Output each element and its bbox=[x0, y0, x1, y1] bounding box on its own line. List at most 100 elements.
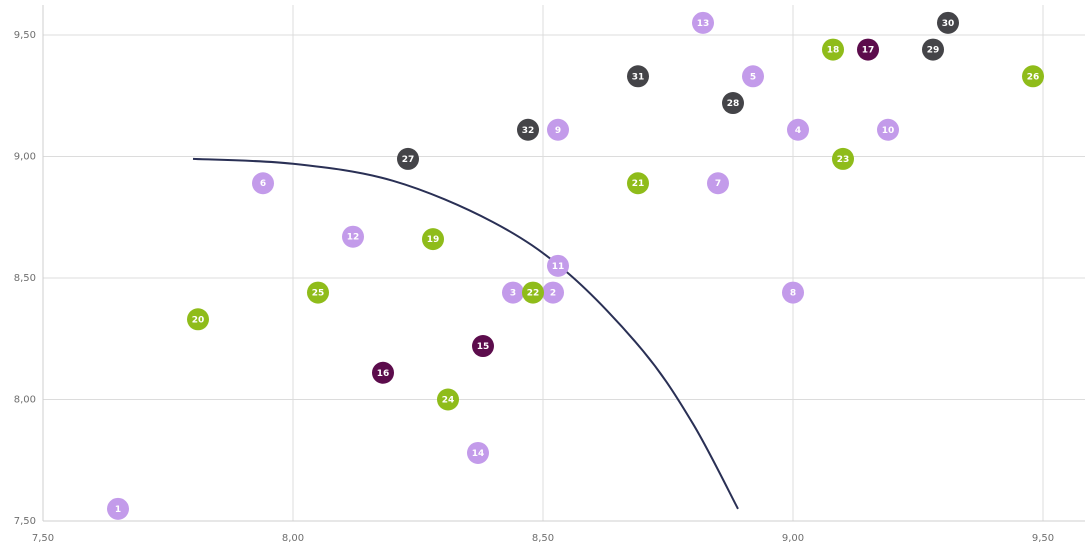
data-point-marker bbox=[307, 281, 329, 304]
data-point-marker bbox=[397, 147, 419, 170]
data-point-label: 23 bbox=[837, 155, 850, 165]
x-tick-label: 8,00 bbox=[282, 533, 304, 544]
data-point: 29 bbox=[922, 38, 944, 61]
data-point: 30 bbox=[937, 11, 959, 34]
data-point-marker bbox=[822, 38, 844, 61]
data-point-marker bbox=[467, 441, 489, 464]
data-point: 10 bbox=[877, 118, 899, 141]
data-point-label: 8 bbox=[790, 289, 796, 299]
data-point-label: 14 bbox=[472, 449, 485, 459]
data-point: 17 bbox=[857, 38, 879, 61]
data-point: 19 bbox=[422, 228, 444, 251]
data-point-marker bbox=[517, 118, 539, 141]
data-point-marker bbox=[937, 11, 959, 34]
data-point: 1 bbox=[107, 497, 129, 520]
data-point: 28 bbox=[722, 92, 744, 115]
data-point: 13 bbox=[692, 11, 714, 34]
data-point-marker bbox=[342, 225, 364, 248]
data-point: 18 bbox=[822, 38, 844, 61]
data-point-label: 25 bbox=[312, 289, 325, 299]
data-point: 25 bbox=[307, 281, 329, 304]
data-point-label: 20 bbox=[192, 315, 205, 325]
data-point-marker bbox=[437, 388, 459, 411]
data-point-label: 21 bbox=[632, 179, 645, 189]
data-point-label: 6 bbox=[260, 179, 266, 189]
data-point-marker bbox=[522, 281, 544, 304]
x-tick-label: 9,50 bbox=[1032, 533, 1054, 544]
data-point-label: 12 bbox=[347, 233, 360, 243]
data-point: 11 bbox=[547, 254, 569, 277]
data-point: 4 bbox=[787, 118, 809, 141]
data-point-marker bbox=[547, 118, 569, 141]
data-point-label: 7 bbox=[715, 179, 721, 189]
y-tick-label: 8,00 bbox=[14, 395, 36, 406]
y-tick-label: 9,00 bbox=[14, 152, 36, 163]
x-tick-label: 8,50 bbox=[532, 533, 554, 544]
data-point-label: 26 bbox=[1027, 72, 1040, 82]
data-point: 14 bbox=[467, 441, 489, 464]
data-point-marker bbox=[547, 254, 569, 277]
x-tick-label: 9,00 bbox=[782, 533, 804, 544]
data-point-marker bbox=[742, 65, 764, 88]
data-point-label: 4 bbox=[795, 126, 801, 136]
data-point-label: 31 bbox=[632, 72, 645, 82]
data-point-marker bbox=[542, 281, 564, 304]
data-point: 7 bbox=[707, 172, 729, 195]
data-point-marker bbox=[787, 118, 809, 141]
data-point: 20 bbox=[187, 308, 209, 331]
data-point-marker bbox=[187, 308, 209, 331]
data-point: 12 bbox=[342, 225, 364, 248]
data-point: 32 bbox=[517, 118, 539, 141]
data-point: 6 bbox=[252, 172, 274, 195]
data-point-marker bbox=[922, 38, 944, 61]
data-point-marker bbox=[692, 11, 714, 34]
data-point-label: 24 bbox=[442, 396, 455, 406]
data-point-marker bbox=[107, 497, 129, 520]
data-point-label: 10 bbox=[882, 126, 895, 136]
data-point-marker bbox=[472, 335, 494, 358]
data-point-label: 17 bbox=[862, 46, 875, 56]
data-point-label: 5 bbox=[750, 72, 756, 82]
data-point-label: 19 bbox=[427, 235, 440, 245]
data-point-marker bbox=[1022, 65, 1044, 88]
data-point-label: 27 bbox=[402, 155, 415, 165]
data-point-label: 28 bbox=[727, 99, 740, 109]
data-point-label: 9 bbox=[555, 126, 561, 136]
y-tick-label: 7,50 bbox=[14, 516, 36, 527]
grid bbox=[43, 5, 1085, 521]
data-point-label: 18 bbox=[827, 46, 840, 56]
data-point: 23 bbox=[832, 147, 854, 170]
data-point: 2 bbox=[542, 281, 564, 304]
data-point-marker bbox=[857, 38, 879, 61]
data-point-marker bbox=[372, 361, 394, 384]
frontier-curve bbox=[192, 157, 739, 510]
data-point-label: 3 bbox=[510, 289, 516, 299]
data-point: 26 bbox=[1022, 65, 1044, 88]
data-point-label: 11 bbox=[552, 262, 565, 272]
data-point-marker bbox=[877, 118, 899, 141]
data-point-label: 22 bbox=[527, 289, 540, 299]
data-point: 22 bbox=[522, 281, 544, 304]
data-point: 5 bbox=[742, 65, 764, 88]
data-point: 9 bbox=[547, 118, 569, 141]
data-point-marker bbox=[722, 92, 744, 115]
data-point: 16 bbox=[372, 361, 394, 384]
data-point-label: 32 bbox=[522, 126, 535, 136]
data-point-label: 30 bbox=[942, 19, 955, 29]
y-tick-label: 8,50 bbox=[14, 273, 36, 284]
data-point-marker bbox=[627, 65, 649, 88]
data-point: 27 bbox=[397, 147, 419, 170]
data-point-label: 13 bbox=[697, 19, 710, 29]
data-point-marker bbox=[627, 172, 649, 195]
data-point-marker bbox=[252, 172, 274, 195]
x-tick-label: 7,50 bbox=[32, 533, 54, 544]
data-point: 21 bbox=[627, 172, 649, 195]
data-point-marker bbox=[422, 228, 444, 251]
data-point-label: 16 bbox=[377, 369, 390, 379]
y-tick-label: 9,50 bbox=[14, 30, 36, 41]
data-point-marker bbox=[782, 281, 804, 304]
axes: 7,50 8,00 8,50 9,00 9,50 7,50 8,00 8,50 9,00 9,50 bbox=[14, 5, 1085, 544]
